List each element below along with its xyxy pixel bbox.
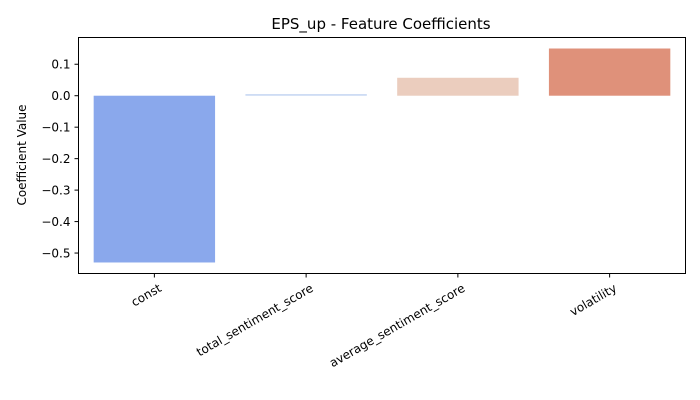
x-tick-label-volatility: volatility <box>567 281 619 319</box>
chart-title: EPS_up - Feature Coefficients <box>271 15 490 34</box>
x-tick-label-const: const <box>129 281 164 310</box>
x-tick-label-total-sentiment-score: total_sentiment_score <box>194 281 316 359</box>
y-tick-label: −0.3 <box>41 184 70 198</box>
y-tick-label: −0.2 <box>41 152 70 166</box>
bar-average-sentiment-score <box>397 77 519 96</box>
y-axis-ticks: −0.5 −0.4 −0.3 −0.2 −0.1 0.0 0.1 <box>41 58 79 261</box>
bar-total-sentiment-score <box>245 94 367 96</box>
bar-const <box>93 95 216 263</box>
bars-layer <box>93 48 671 263</box>
y-axis-title: Coefficient Value <box>15 104 29 205</box>
y-tick-label: 0.1 <box>51 58 70 72</box>
y-tick-label: −0.1 <box>41 121 70 135</box>
y-tick-label: −0.5 <box>41 247 70 261</box>
x-tick-label-average-sentiment-score: average_sentiment_score <box>327 281 467 370</box>
bar-volatility <box>548 48 671 96</box>
y-tick-label: 0.0 <box>51 89 70 103</box>
y-tick-label: −0.4 <box>41 215 70 229</box>
plot-frame <box>78 37 686 274</box>
x-axis-ticks: const total_sentiment_score average_sentim… <box>129 273 619 370</box>
